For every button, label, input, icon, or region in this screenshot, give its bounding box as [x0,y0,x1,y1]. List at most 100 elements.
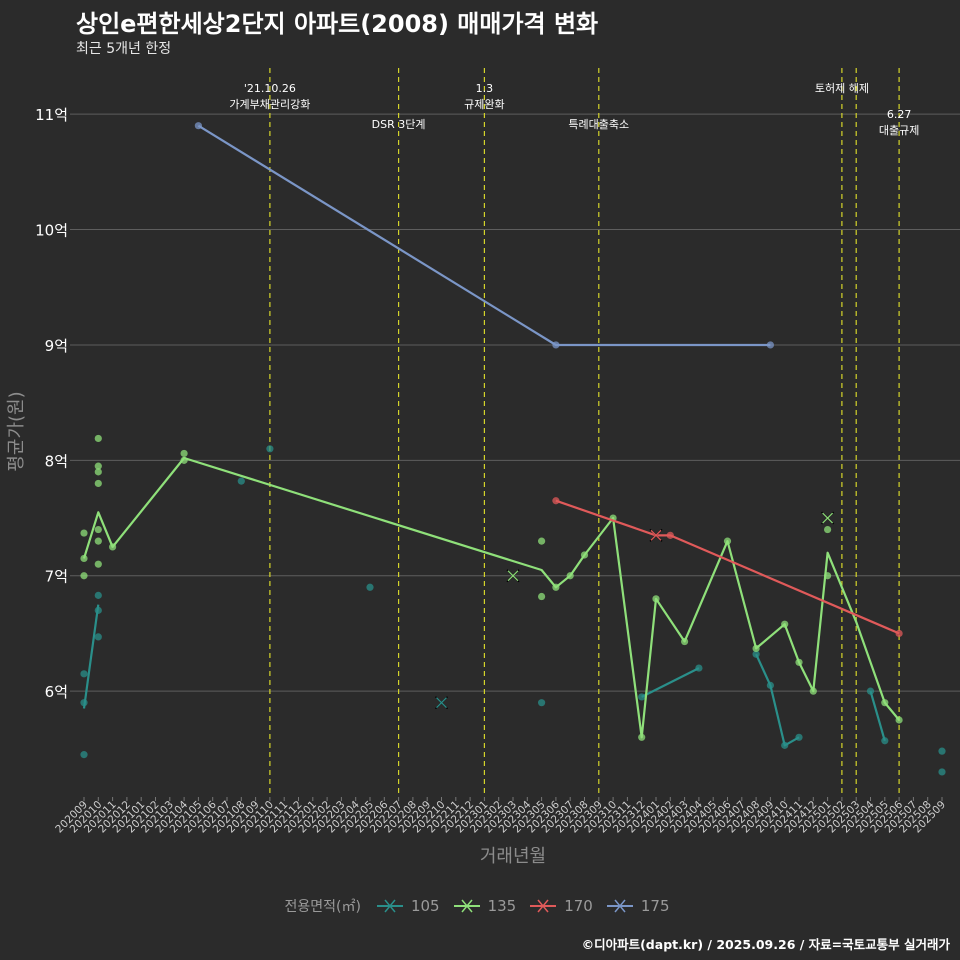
series-line-105 [82,604,100,709]
data-point-105 [938,768,946,776]
event-label: DSR 3단계 [372,118,426,131]
data-point-135 [580,551,589,559]
legend-title: 전용면적(㎡) [284,899,361,915]
data-point-105 [881,737,889,745]
data-point-135 [94,468,102,476]
data-point-135 [723,537,732,545]
data-point-135 [881,699,889,707]
data-point-175 [194,122,202,130]
legend-label: 170 [564,897,593,915]
data-point-135 [80,529,88,537]
data-point-175 [552,341,560,349]
data-point-105 [795,733,803,741]
legend-item-175: 175 [605,897,670,915]
cross-stroke [436,697,447,709]
data-point-135 [94,560,102,568]
data-point-105 [94,591,102,599]
legend-key-icon [530,899,557,913]
data-point-135 [809,687,817,695]
data-point-135 [180,449,188,458]
cross-stroke [650,529,662,541]
y-tick-label: 9억 [45,337,68,355]
y-axis-title: 평균가(원) [6,391,27,471]
event-label: 1.3 [476,82,494,95]
data-point-135 [638,733,646,741]
y-tick-label: 7억 [45,568,68,586]
legend-key-icon [453,899,480,913]
legend: 전용면적(㎡) 105 135 170 175 [0,896,960,916]
event-label: 대출규제 [879,124,919,137]
data-point-105 [80,751,88,759]
data-point-135 [752,644,760,653]
legend-label: 105 [410,897,440,915]
data-point-135 [895,716,903,724]
legend-item-170: 170 [528,897,593,915]
cross-marker-105 [435,696,448,710]
data-point-170 [552,497,560,505]
cross-marker-135 [821,511,835,525]
series-line-170 [555,499,900,635]
data-point-105 [938,747,946,755]
cross-stroke [507,570,519,582]
legend-label: 135 [487,897,517,915]
cross-marker-170 [649,528,663,542]
event-label: 가계부채관리강화 [229,98,310,111]
data-point-105 [866,687,875,695]
data-point-105 [94,606,102,614]
legend-item-105: 105 [375,897,440,915]
y-tick-label: 8억 [45,452,68,470]
y-tick-label: 10억 [35,222,68,240]
data-point-105 [766,681,775,689]
data-point-135 [94,537,102,545]
event-label: 6.27 [887,108,912,121]
data-point-105 [752,650,760,658]
data-point-135 [180,456,188,464]
data-point-135 [94,462,102,470]
data-point-105 [237,477,245,485]
series-line-105 [641,667,700,698]
axes-layer: 6억7억8억9억10억11억20200920201020201120201220… [6,106,948,867]
source-caption: ©디아파트(dapt.kr) / 2025.09.26 / 자료=국토교통부 실… [581,937,950,952]
data-point-170 [895,629,903,638]
data-point-175 [766,341,775,349]
series-line-135 [82,456,900,739]
data-point-135 [80,572,88,580]
event-label: 토허제 해제 [815,81,869,95]
event-label: 규제완화 [464,98,504,111]
cross-stroke [822,512,834,524]
data-point-105 [366,583,374,591]
cross-marker-135 [506,569,520,583]
data-point-135 [109,543,117,551]
data-point-135 [94,525,102,534]
data-point-135 [681,637,689,646]
data-point-135 [94,434,102,443]
data-point-105 [695,664,703,672]
data-point-170 [666,531,674,539]
data-point-105 [538,699,546,707]
event-label: 특례대출축소 [568,118,629,131]
data-point-105 [80,699,88,707]
data-point-135 [552,583,560,591]
data-point-105 [80,670,88,678]
data-point-105 [638,693,646,701]
data-point-135 [795,658,803,666]
data-point-135 [80,554,88,563]
y-tick-label: 11억 [35,106,68,124]
data-point-105 [94,633,102,641]
data-point-135 [538,592,546,601]
series-line-105 [755,653,800,747]
series-layer [80,122,946,776]
event-label: '21.10.26 [244,82,296,95]
legend-label: 175 [640,897,670,915]
y-tick-label: 6억 [45,683,68,701]
data-point-135 [94,479,102,488]
data-point-105 [266,445,274,453]
legend-item-135: 135 [452,897,517,915]
data-point-135 [538,537,546,545]
x-axis-title: 거래년월 [480,846,546,867]
data-point-105 [781,741,789,749]
chart-title: 상인e편한세상2단지 아파트(2008) 매매가격 변화 [76,10,599,38]
legend-key-icon [606,899,633,913]
